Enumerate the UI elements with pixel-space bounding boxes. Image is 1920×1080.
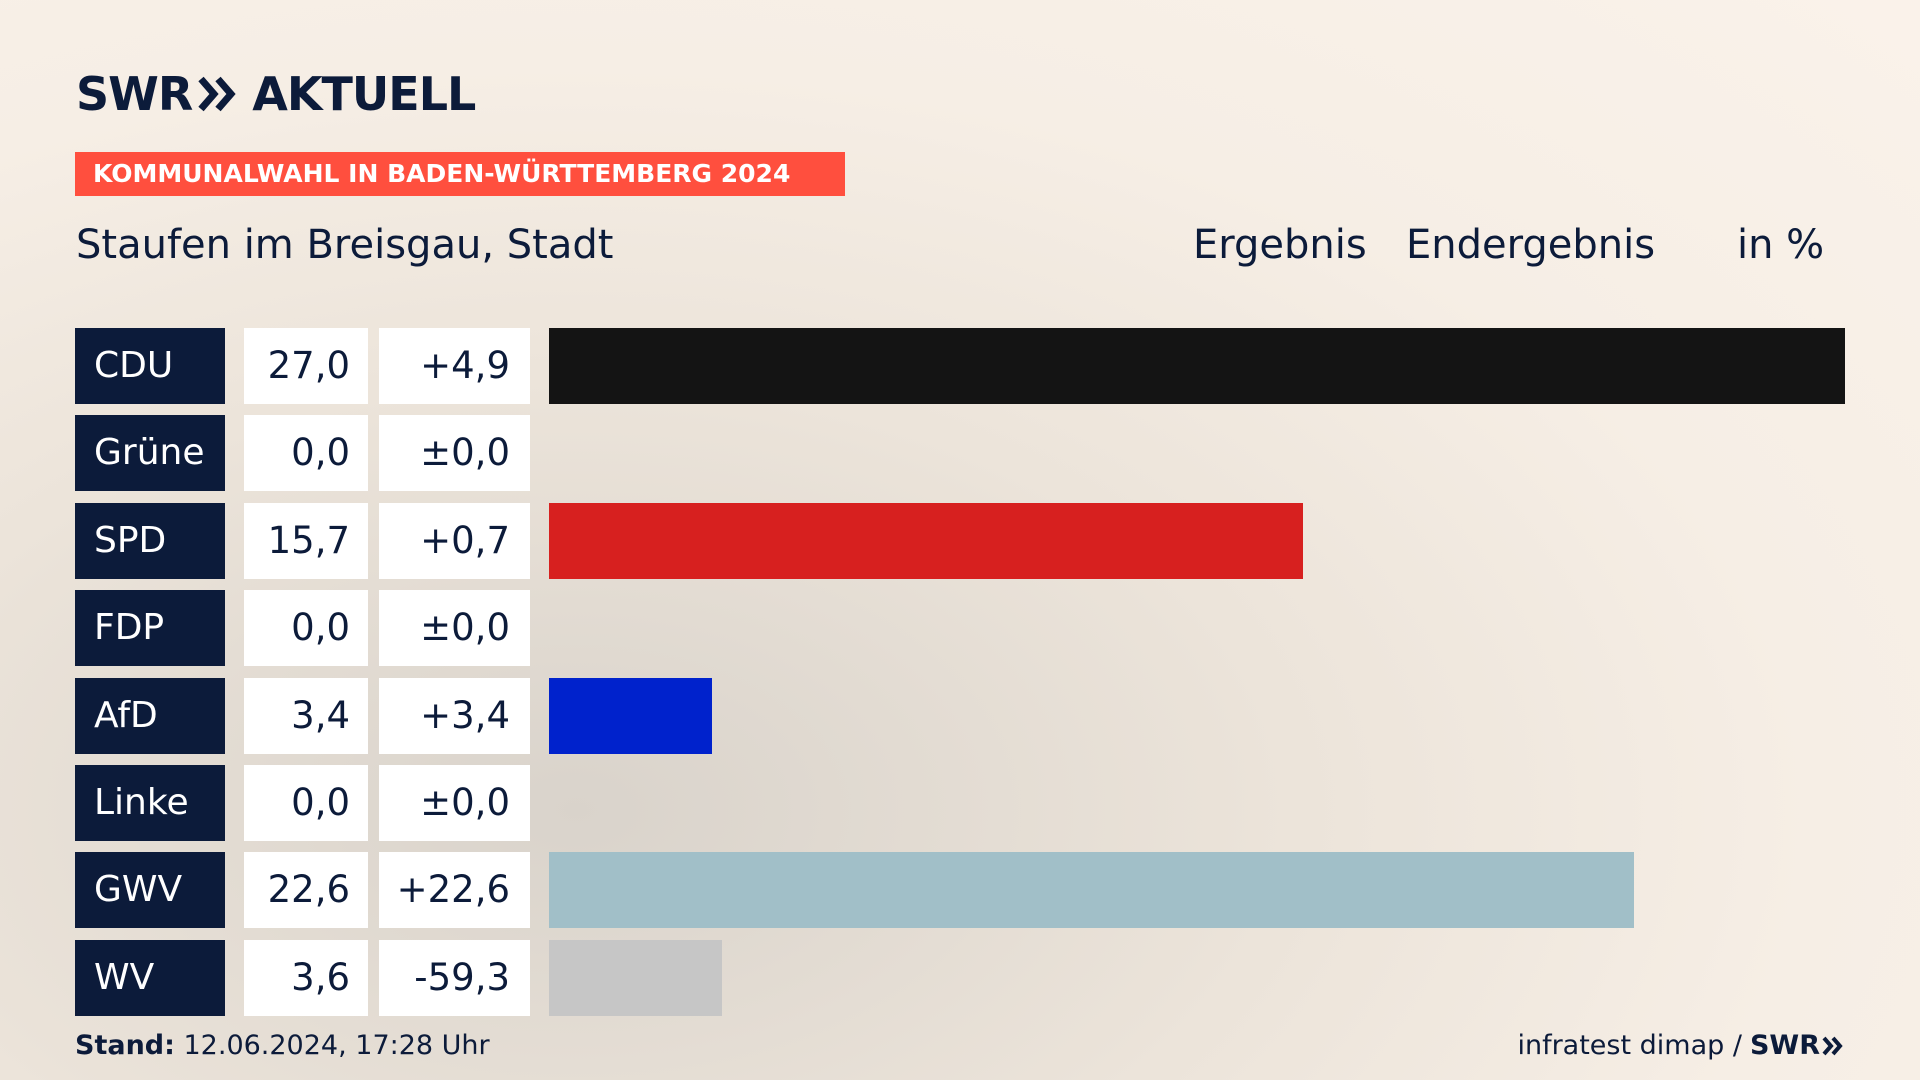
result-value: 27,0 — [244, 328, 368, 404]
difference-value: -59,3 — [379, 940, 530, 1016]
result-value: 3,6 — [244, 940, 368, 1016]
column-header-unit: in % — [1737, 222, 1825, 268]
difference-value: ±0,0 — [379, 415, 530, 491]
result-value: 0,0 — [244, 415, 368, 491]
timestamp: Stand: 12.06.2024, 17:28 Uhr — [75, 1030, 490, 1061]
party-label: FDP — [75, 590, 225, 666]
party-row-afd: AfD 3,4 +3,4 — [75, 678, 1845, 754]
result-value: 22,6 — [244, 852, 368, 928]
party-label: CDU — [75, 328, 225, 404]
stand-value: 12.06.2024, 17:28 Uhr — [174, 1030, 490, 1061]
election-banner: KOMMUNALWAHL IN BADEN-WÜRTTEMBERG 2024 — [75, 152, 845, 196]
double-chevron-icon — [198, 76, 238, 112]
location-title: Staufen im Breisgau, Stadt — [76, 222, 614, 268]
column-header-result: Ergebnis — [1193, 222, 1367, 268]
result-bar — [549, 678, 713, 754]
party-row-linke: Linke 0,0 ±0,0 — [75, 765, 1845, 841]
result-value: 15,7 — [244, 503, 368, 579]
result-bar — [549, 852, 1634, 928]
result-value: 0,0 — [244, 590, 368, 666]
source-text: infratest dimap / — [1517, 1030, 1742, 1061]
logo-aktuell-text: AKTUELL — [252, 67, 476, 121]
difference-value: +22,6 — [379, 852, 530, 928]
logo-swr-text: SWR — [76, 67, 193, 121]
result-value: 3,4 — [244, 678, 368, 754]
party-label: Linke — [75, 765, 225, 841]
result-value: 0,0 — [244, 765, 368, 841]
swr-aktuell-logo: SWR AKTUELL — [76, 66, 476, 122]
party-label: AfD — [75, 678, 225, 754]
result-bar — [549, 328, 1845, 404]
party-row-wv: WV 3,6 -59,3 — [75, 940, 1845, 1016]
difference-value: +0,7 — [379, 503, 530, 579]
party-row-spd: SPD 15,7 +0,7 — [75, 503, 1845, 579]
result-bar — [549, 940, 722, 1016]
party-row-grüne: Grüne 0,0 ±0,0 — [75, 415, 1845, 491]
result-bar — [549, 503, 1303, 579]
party-row-cdu: CDU 27,0 +4,9 — [75, 328, 1845, 404]
party-label: SPD — [75, 503, 225, 579]
party-label: WV — [75, 940, 225, 1016]
source-credit: infratest dimap / SWR — [1517, 1030, 1844, 1061]
column-header-final: Endergebnis — [1406, 222, 1656, 268]
stand-label: Stand: — [75, 1030, 175, 1061]
difference-value: ±0,0 — [379, 590, 530, 666]
difference-value: ±0,0 — [379, 765, 530, 841]
party-row-fdp: FDP 0,0 ±0,0 — [75, 590, 1845, 666]
swr-small-logo: SWR — [1750, 1030, 1844, 1061]
difference-value: +4,9 — [379, 328, 530, 404]
party-label: Grüne — [75, 415, 225, 491]
swr-small-text: SWR — [1749, 1030, 1820, 1061]
small-double-chevron-icon — [1822, 1036, 1843, 1055]
party-label: GWV — [75, 852, 225, 928]
difference-value: +3,4 — [379, 678, 530, 754]
party-row-gwv: GWV 22,6 +22,6 — [75, 852, 1845, 928]
